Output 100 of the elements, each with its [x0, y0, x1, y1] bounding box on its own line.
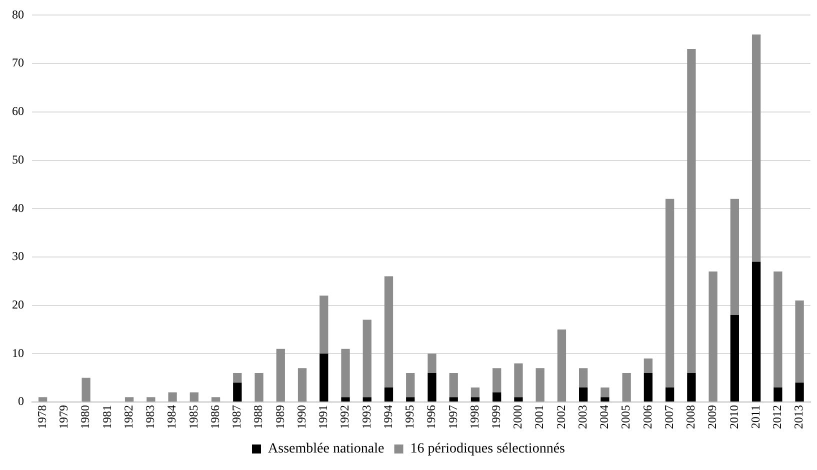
bar — [168, 392, 177, 402]
bar — [406, 372, 415, 398]
x-tick-label: 2009 — [705, 405, 720, 429]
bar — [211, 397, 220, 402]
bar — [384, 276, 394, 388]
x-tick-label: 2004 — [597, 405, 612, 429]
x-tick-label: 2000 — [510, 405, 525, 429]
x-tick-label: 1996 — [424, 405, 438, 429]
bar — [233, 372, 242, 383]
x-tick-label: 1985 — [186, 405, 200, 429]
x-tick-label: 1998 — [467, 405, 482, 429]
bar — [665, 198, 674, 388]
bar — [492, 392, 502, 402]
bar — [600, 387, 610, 398]
bar — [557, 329, 566, 402]
bar — [579, 387, 588, 402]
bar — [514, 363, 523, 398]
bar — [665, 387, 674, 402]
x-tick-label: 1978 — [34, 405, 49, 429]
bar — [362, 320, 372, 398]
y-tick-label: 70 — [12, 56, 24, 70]
bar — [406, 397, 415, 402]
bar — [449, 372, 458, 398]
bar — [341, 348, 350, 398]
x-tick-label: 2002 — [554, 405, 568, 429]
x-tick-label: 1995 — [402, 405, 417, 429]
x-tick-label: 2010 — [726, 405, 741, 429]
y-tick-label: 30 — [12, 249, 24, 264]
x-tick-label: 1990 — [294, 405, 308, 429]
bar — [622, 372, 631, 402]
y-tick-label: 60 — [12, 104, 24, 118]
x-tick-label: 2005 — [618, 405, 633, 429]
legend-label: 16 périodiques sélectionnés — [410, 442, 565, 457]
bar — [579, 368, 588, 388]
bar — [795, 300, 804, 383]
x-tick-label: 1992 — [338, 405, 352, 429]
x-tick-label: 1988 — [251, 405, 266, 429]
bar — [428, 372, 436, 402]
bar — [38, 397, 48, 402]
x-tick-label: 2013 — [792, 405, 806, 429]
x-tick-label: 1989 — [272, 405, 287, 429]
y-tick-label: 80 — [12, 7, 24, 22]
bar — [752, 34, 761, 262]
x-tick-label: 2006 — [640, 405, 654, 429]
x-tick-label: 1979 — [56, 405, 71, 429]
bar — [362, 397, 372, 402]
y-tick-label: 50 — [12, 152, 24, 166]
bar — [795, 382, 804, 402]
bar — [644, 358, 653, 373]
bar — [233, 382, 242, 402]
bar — [254, 372, 264, 402]
bar — [687, 372, 696, 402]
x-tick-label: 2001 — [532, 405, 546, 429]
bar — [774, 387, 782, 402]
bar — [470, 387, 480, 398]
bar — [492, 368, 502, 392]
x-tick-label: 1980 — [78, 405, 92, 429]
bar — [536, 368, 544, 402]
bar — [190, 392, 198, 402]
bar — [320, 296, 328, 354]
bar — [428, 354, 436, 373]
bar — [82, 378, 90, 402]
bar — [276, 348, 285, 402]
bar — [341, 397, 350, 402]
y-tick-label: 10 — [12, 346, 24, 360]
y-tick-label: 0 — [18, 394, 24, 408]
y-tick-label: 20 — [12, 297, 24, 312]
bar — [730, 198, 740, 315]
bar — [730, 314, 740, 402]
x-tick-label: 1991 — [316, 405, 330, 429]
bar — [708, 271, 718, 402]
x-tick-label: 1987 — [230, 405, 244, 429]
x-tick-label: 2012 — [770, 405, 784, 429]
x-tick-label: 1994 — [380, 405, 395, 429]
x-tick-label: 1993 — [359, 405, 374, 429]
x-tick-label: 1984 — [164, 405, 179, 429]
y-tick-label: 40 — [12, 200, 24, 215]
x-tick-label: 1982 — [121, 405, 136, 429]
bar — [146, 397, 156, 402]
bar — [298, 368, 307, 402]
bar — [514, 397, 523, 402]
bar — [687, 49, 696, 373]
x-tick-label: 2011 — [748, 405, 762, 429]
bar — [470, 397, 480, 402]
legend-label: Assemblée nationale — [268, 442, 384, 457]
x-tick-label: 2008 — [684, 405, 698, 429]
x-tick-label: 1999 — [489, 405, 504, 429]
x-tick-label: 1986 — [208, 405, 222, 429]
x-tick-label: 2003 — [575, 405, 590, 429]
x-tick-label: 1981 — [100, 405, 114, 429]
x-tick-label: 2007 — [662, 405, 676, 429]
bar — [124, 397, 134, 402]
bar — [752, 262, 761, 402]
x-tick-label: 1997 — [446, 405, 460, 429]
bar — [774, 271, 782, 388]
bar — [644, 372, 653, 402]
bar — [600, 397, 610, 402]
bar — [449, 397, 458, 402]
bar — [384, 387, 394, 402]
x-tick-label: 1983 — [143, 405, 158, 429]
